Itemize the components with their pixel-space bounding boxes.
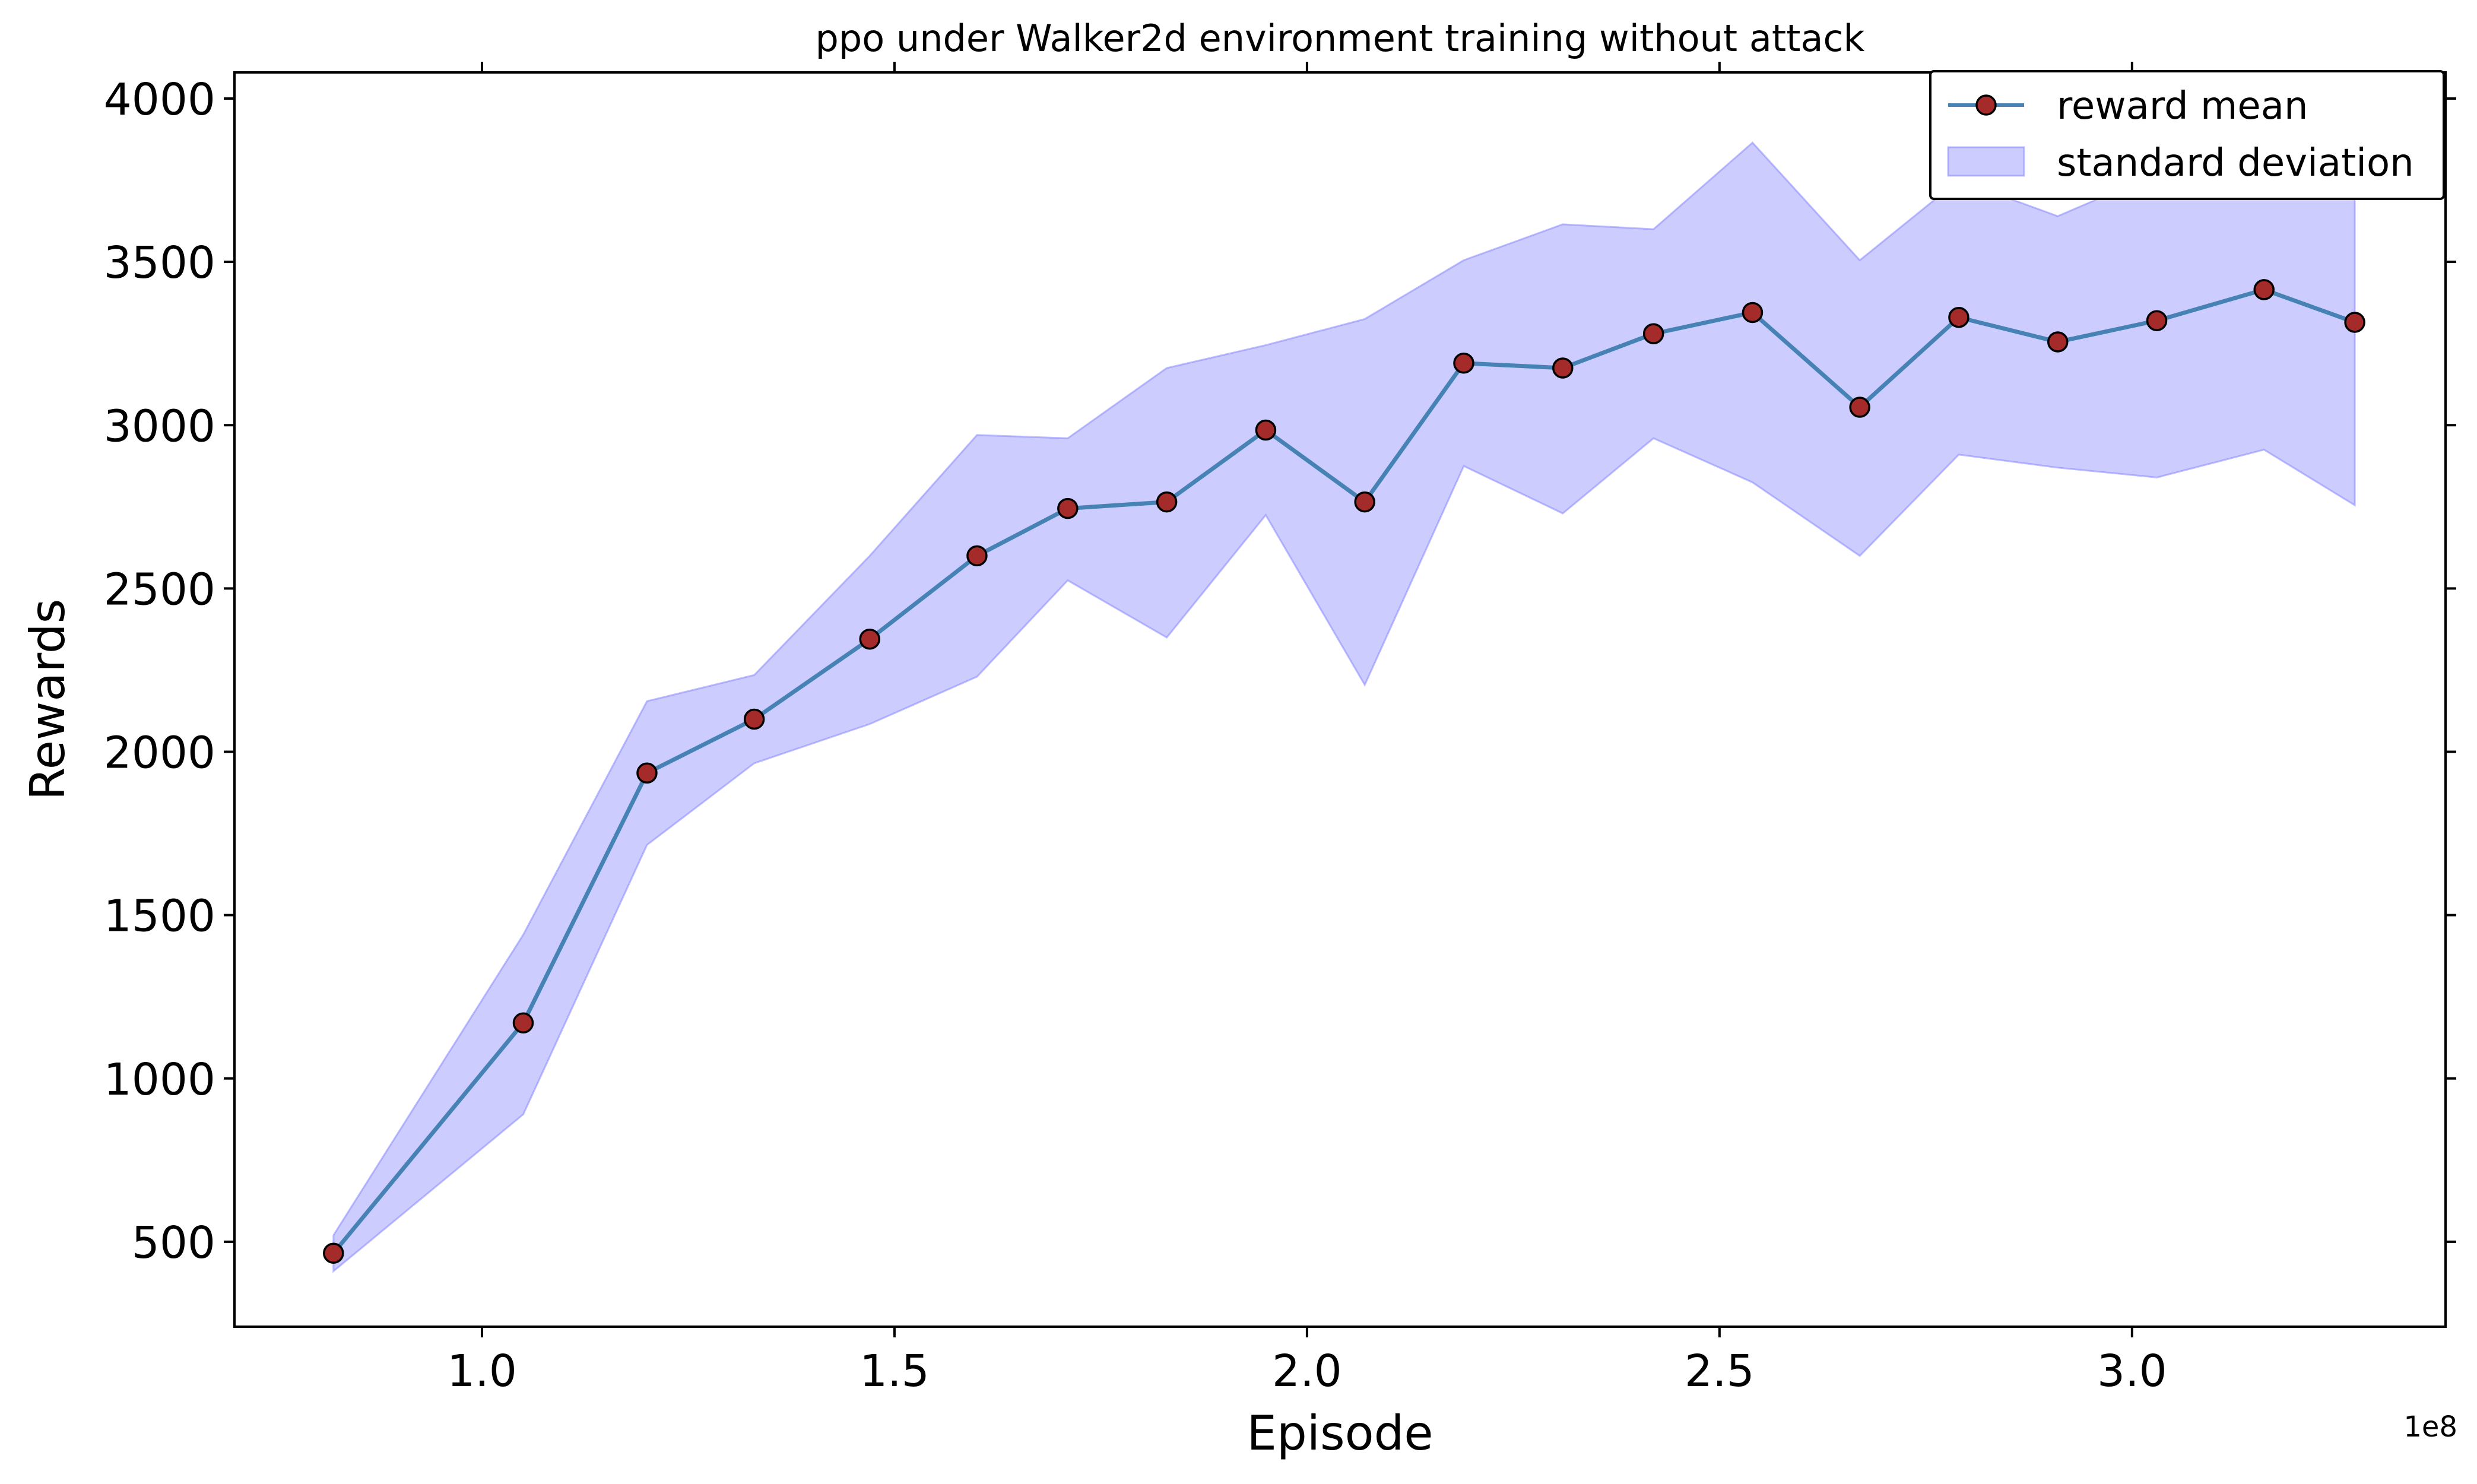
plot-frame (233, 71, 2447, 1328)
data-point (1742, 302, 1764, 324)
data-point (966, 545, 988, 567)
axes (233, 71, 2447, 1328)
std-band-layer (332, 130, 2356, 1273)
data-point (323, 1242, 344, 1264)
x-tick-label: 1.0 (447, 1346, 517, 1397)
data-point (512, 1012, 534, 1034)
y-tick-label: 1500 (104, 891, 215, 942)
data-point (1255, 419, 1277, 441)
data-point (636, 762, 658, 784)
x-tick-label: 2.0 (1272, 1346, 1342, 1397)
data-point (1156, 491, 1178, 513)
legend: reward mean standard deviation (1929, 70, 2445, 200)
legend-label-reward-mean: reward mean (2057, 84, 2308, 128)
legend-box (1929, 70, 2445, 200)
x-axis-offset-label: 1e8 (2403, 1410, 2457, 1444)
x-axis-ticks: 1.0 1.5 2.0 2.5 3.0 (447, 62, 2167, 1397)
data-point (1948, 306, 1969, 328)
mean-line (332, 287, 2356, 1255)
mean-line-layer (332, 287, 2356, 1255)
x-tick-label: 3.0 (2097, 1346, 2167, 1397)
data-point (1642, 323, 1664, 344)
y-axis-label: Rewards (20, 599, 75, 801)
std-band (332, 130, 2356, 1273)
y-tick-label: 2000 (104, 728, 215, 779)
data-point (1453, 352, 1474, 374)
x-tick-label: 1.5 (860, 1346, 930, 1397)
x-tick-label: 2.5 (1685, 1346, 1755, 1397)
y-tick-label: 2500 (104, 564, 215, 615)
legend-label-standard-deviation: standard deviation (2057, 141, 2414, 185)
data-point (859, 628, 880, 650)
data-point (1354, 491, 1375, 513)
data-point (1057, 497, 1079, 519)
data-point (2344, 312, 2365, 333)
y-tick-label: 3000 (104, 401, 215, 452)
legend-marker-swatch (1975, 94, 1997, 116)
data-point (2047, 331, 2069, 353)
data-point (2146, 310, 2168, 331)
data-point (2253, 279, 2275, 300)
legend-band-swatch (1947, 146, 2025, 177)
y-tick-label: 500 (132, 1217, 215, 1269)
mean-marker-layer (323, 279, 2365, 1264)
x-axis-label: Episode (1247, 1406, 1433, 1461)
y-tick-label: 1000 (104, 1054, 215, 1105)
data-point (743, 708, 765, 730)
y-axis-ticks: 500 1000 1500 2000 2500 3000 3500 4000 (104, 74, 2456, 1269)
chart-title: ppo under Walker2d environment training … (816, 17, 1865, 60)
y-tick-label: 4000 (104, 74, 215, 125)
data-point (1849, 397, 1870, 418)
y-tick-label: 3500 (104, 237, 215, 288)
data-point (1552, 357, 1574, 379)
